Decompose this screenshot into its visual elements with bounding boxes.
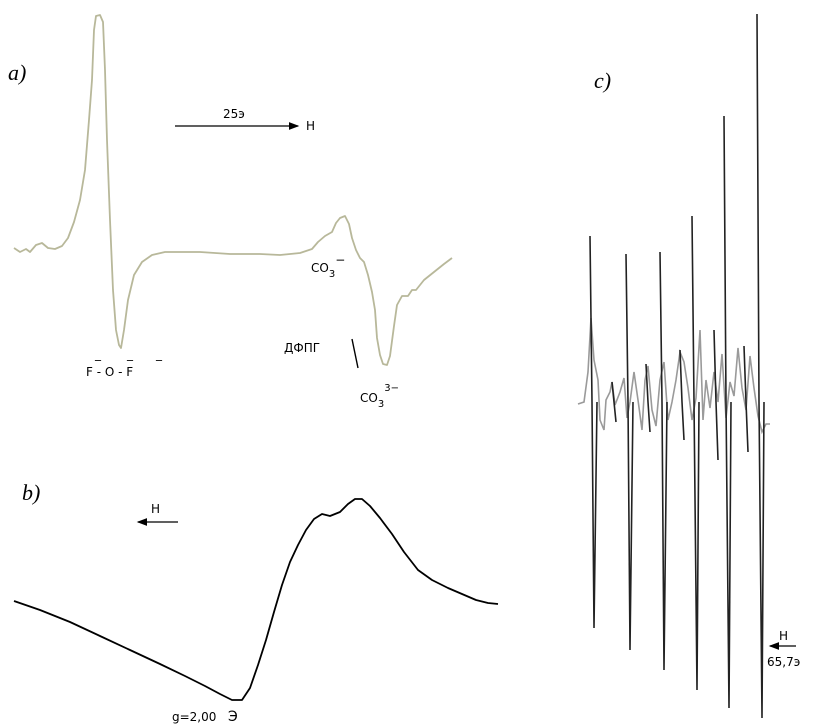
- panel-b: b) H g=2,00 Э: [13, 480, 499, 725]
- panel-b-spectrum: [13, 498, 499, 701]
- panel-a-fof-label: F - O - F: [86, 365, 133, 379]
- panel-a-scale-text: 25э: [223, 107, 245, 121]
- panel-c-field-label: H: [779, 629, 788, 643]
- panel-c-hyperfine-lines: [589, 13, 765, 719]
- panel-b-g-label: g=2,00: [172, 710, 216, 724]
- panel-c: c) H 65,7э: [577, 13, 800, 719]
- panel-a-spectrum: [13, 14, 453, 366]
- panel-c-small-lines: [611, 329, 749, 461]
- panel-a-co3-minus-label: CO3−: [311, 253, 345, 280]
- panel-a-fof-charge-3: _: [155, 347, 163, 361]
- panel-b-label: b): [22, 480, 40, 505]
- panel-a-dpph-marker: [351, 338, 359, 369]
- panel-a-fof-charge-1: _: [94, 347, 102, 361]
- panel-a-dpph-label: ДФПГ: [284, 341, 320, 355]
- panel-b-g-unit: Э: [228, 709, 238, 725]
- panel-c-baseline-trace: [577, 317, 770, 435]
- panel-a-label: a): [8, 60, 26, 85]
- panel-a: a) 25э H F - O - F _ _ _ CO3− ДФПГ CO33−: [8, 14, 453, 410]
- panel-c-scale-text: 65,7э: [767, 655, 800, 669]
- panel-c-label: c): [594, 68, 611, 93]
- panel-a-co3-3minus-label: CO33−: [360, 383, 399, 410]
- panel-a-field-label: H: [306, 119, 315, 133]
- panel-b-field-label: H: [151, 502, 160, 516]
- panel-a-fof-charge-2: _: [126, 347, 134, 361]
